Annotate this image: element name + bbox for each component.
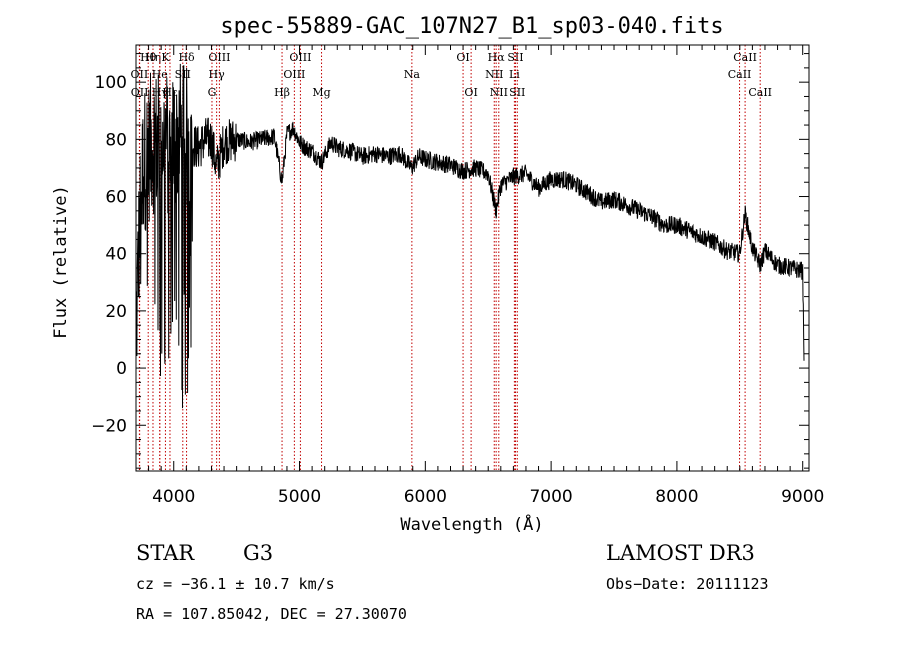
line-label: Na xyxy=(404,68,421,81)
line-label: OII xyxy=(131,86,149,99)
line-label: Hα xyxy=(488,51,506,64)
y-tick-label: 60 xyxy=(105,188,127,208)
x-tick-labels: 4000 5000 6000 7000 8000 9000 xyxy=(152,487,824,507)
line-label: Hθ xyxy=(140,51,157,64)
x-tick-label: 9000 xyxy=(781,487,824,507)
line-label: Li xyxy=(509,68,520,81)
object-subclass: G3 xyxy=(243,541,273,565)
coordinates: RA = 107.85042, DEC = 27.30070 xyxy=(136,605,407,623)
line-label: G xyxy=(208,86,217,99)
line-label: OIII xyxy=(289,51,311,64)
obs-date: Obs−Date: 20111123 xyxy=(606,575,769,593)
line-label: Hη xyxy=(145,51,161,64)
line-label: CaII xyxy=(733,51,757,64)
line-label: Hγ xyxy=(209,68,226,81)
x-axis-label: Wavelength (Å) xyxy=(400,513,543,535)
y-tick-label: 0 xyxy=(116,359,127,379)
line-label: K xyxy=(161,51,170,64)
line-label: CaII xyxy=(728,68,752,81)
line-label: Hβ xyxy=(274,86,290,99)
line-label: OI xyxy=(456,51,469,64)
object-class: STAR xyxy=(136,541,195,565)
axis-ticks xyxy=(135,45,809,471)
x-tick-label: 8000 xyxy=(655,487,698,507)
line-label: Hε xyxy=(162,86,178,99)
line-label: NII xyxy=(490,86,508,99)
line-label: SII xyxy=(509,86,525,99)
spectrum-line xyxy=(135,63,805,409)
line-label: SII xyxy=(507,51,523,64)
x-tick-label: 5000 xyxy=(278,487,321,507)
plot-frame xyxy=(135,44,810,472)
y-tick-label: 100 xyxy=(95,73,127,93)
y-tick-label: 40 xyxy=(105,245,127,265)
y-axis-label: Flux (relative) xyxy=(51,185,71,339)
redshift-readout: cz = −36.1 ± 10.7 km/s xyxy=(136,575,335,593)
line-label: OI xyxy=(464,86,477,99)
x-tick-label: 4000 xyxy=(152,487,195,507)
survey-name: LAMOST DR3 xyxy=(606,541,755,565)
line-label: NII xyxy=(485,68,503,81)
x-tick-label: 7000 xyxy=(529,487,572,507)
y-tick-label: 20 xyxy=(105,302,127,322)
x-tick-label: 6000 xyxy=(404,487,447,507)
y-tick-label: −20 xyxy=(91,416,127,436)
line-label: OIII xyxy=(208,51,230,64)
y-tick-labels: −20 0 20 40 60 80 100 xyxy=(91,73,127,436)
line-label: CaII xyxy=(748,86,772,99)
line-label: OIII xyxy=(283,68,305,81)
y-tick-label: 80 xyxy=(105,130,127,150)
chart-title: spec-55889-GAC_107N27_B1_sp03-040.fits xyxy=(220,14,723,39)
line-label: Mg xyxy=(312,86,330,99)
line-label: Hδ xyxy=(178,51,195,64)
